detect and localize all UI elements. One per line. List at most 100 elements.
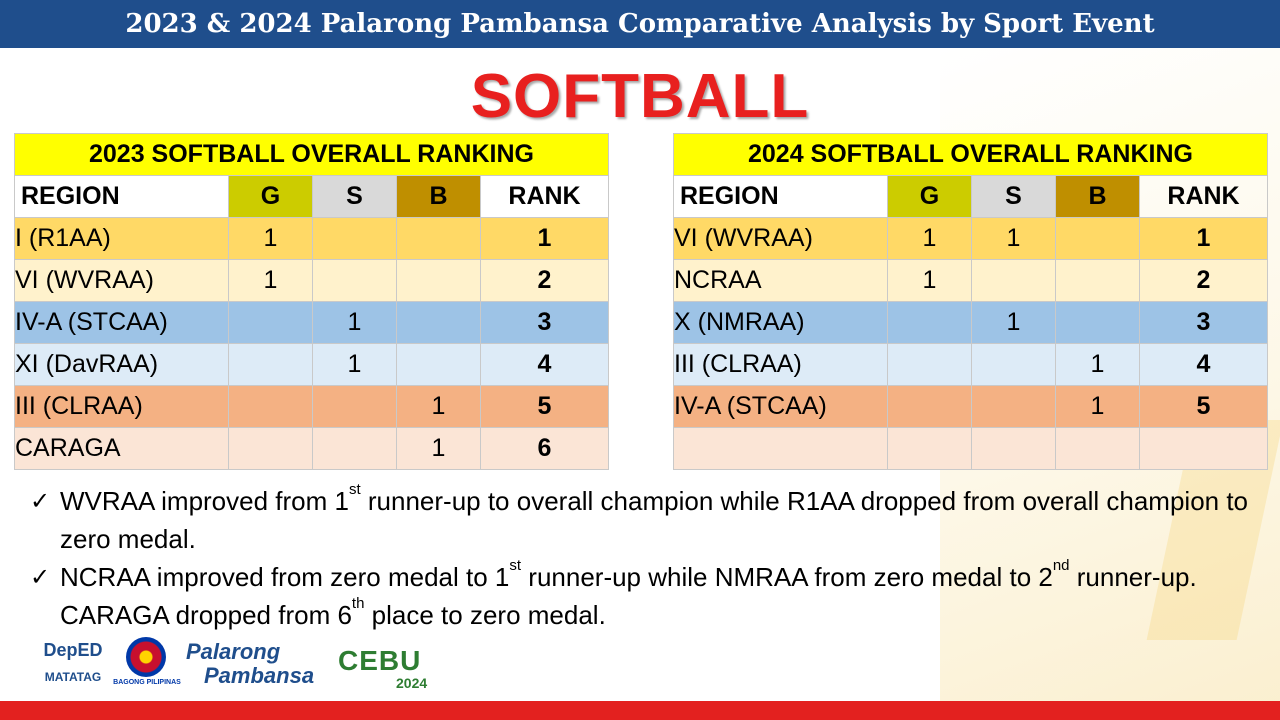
gold-cell — [887, 343, 972, 386]
gold-cell: 1 — [228, 259, 313, 302]
rank-cell: 3 — [480, 301, 609, 344]
region-cell — [673, 427, 888, 470]
silver-cell — [312, 427, 397, 470]
bagong-pilipinas-logo: BAGONG PILIPINAS — [112, 635, 182, 693]
note-text: runner-up. CARAGA dropped from 6 — [60, 562, 1197, 630]
region-cell: X (NMRAA) — [673, 301, 888, 344]
column-header-rank: RANK — [1139, 175, 1268, 218]
silver-cell — [312, 385, 397, 428]
silver-cell — [971, 385, 1056, 428]
region-cell: CARAGA — [14, 427, 229, 470]
region-cell: III (CLRAA) — [14, 385, 229, 428]
gold-cell: 1 — [228, 217, 313, 260]
note-item: ✓ WVRAA improved from 1st runner-up to o… — [30, 481, 1260, 558]
silver-cell: 1 — [312, 301, 397, 344]
gold-cell — [228, 301, 313, 344]
region-cell: III (CLRAA) — [673, 343, 888, 386]
silver-cell — [971, 427, 1056, 470]
ordinal-suffix: st — [348, 481, 361, 498]
rank-cell: 6 — [480, 427, 609, 470]
palaro-cebu-logo: CEBU 2024 — [338, 645, 428, 691]
analysis-notes: ✓ WVRAA improved from 1st runner-up to o… — [30, 481, 1260, 634]
column-header-region: REGION — [14, 175, 229, 218]
silver-cell: 1 — [971, 217, 1056, 260]
region-cell: VI (WVRAA) — [673, 217, 888, 260]
region-cell: VI (WVRAA) — [14, 259, 229, 302]
region-cell: IV-A (STCAA) — [673, 385, 888, 428]
silver-cell — [971, 343, 1056, 386]
gold-cell — [887, 427, 972, 470]
table-row: CARAGA 1 6 — [14, 427, 609, 470]
gold-cell — [887, 385, 972, 428]
bronze-cell — [396, 301, 481, 344]
note-text: WVRAA improved from 1 — [60, 486, 349, 516]
column-header-silver: S — [312, 175, 397, 218]
rank-cell: 4 — [1139, 343, 1268, 386]
table-row: VI (WVRAA) 1 2 — [14, 259, 609, 302]
region-cell: I (R1AA) — [14, 217, 229, 260]
rank-cell: 1 — [1139, 217, 1268, 260]
note-text: place to zero medal. — [364, 600, 606, 630]
region-cell: XI (DavRAA) — [14, 343, 229, 386]
bronze-cell — [396, 259, 481, 302]
rank-cell: 5 — [480, 385, 609, 428]
column-header-region: REGION — [673, 175, 888, 218]
gold-cell — [228, 385, 313, 428]
ranking-table-2023: 2023 SOFTBALL OVERALL RANKING REGION G S… — [14, 133, 609, 470]
bronze-cell — [1055, 217, 1140, 260]
bronze-cell — [1055, 259, 1140, 302]
bronze-cell — [396, 217, 481, 260]
column-header-bronze: B — [396, 175, 481, 218]
table-row: XI (DavRAA) 1 4 — [14, 343, 609, 386]
deped-logo: DepED MATATAG — [43, 640, 103, 684]
sport-title: SOFTBALL — [470, 62, 810, 131]
rank-cell: 5 — [1139, 385, 1268, 428]
bronze-cell: 1 — [396, 385, 481, 428]
ordinal-suffix: th — [351, 595, 365, 612]
table-row: NCRAA 1 2 — [673, 259, 1268, 302]
footer-bar — [0, 701, 1280, 720]
ordinal-suffix: nd — [1052, 557, 1070, 574]
column-header-gold: G — [887, 175, 972, 218]
column-header-rank: RANK — [480, 175, 609, 218]
check-icon: ✓ — [30, 563, 51, 591]
rank-cell: 2 — [480, 259, 609, 302]
bronze-cell: 1 — [1055, 343, 1140, 386]
note-text: runner-up while NMRAA from zero medal to… — [521, 562, 1053, 592]
gold-cell — [228, 343, 313, 386]
ranking-table-2024: 2024 SOFTBALL OVERALL RANKING REGION G S… — [673, 133, 1268, 470]
silver-cell — [312, 217, 397, 260]
rank-cell: 2 — [1139, 259, 1268, 302]
rank-cell: 3 — [1139, 301, 1268, 344]
ordinal-suffix: st — [509, 557, 522, 574]
silver-cell — [971, 259, 1056, 302]
table-row: III (CLRAA) 1 5 — [14, 385, 609, 428]
seal-icon — [126, 637, 166, 677]
table-row: VI (WVRAA) 1 1 1 — [673, 217, 1268, 260]
table-row: I (R1AA) 1 1 — [14, 217, 609, 260]
gold-cell — [228, 427, 313, 470]
table-row: III (CLRAA) 1 4 — [673, 343, 1268, 386]
table-row: IV-A (STCAA) 1 5 — [673, 385, 1268, 428]
table-row — [673, 427, 1268, 470]
header-title: 2023 & 2024 Palarong Pambansa Comparativ… — [125, 9, 1155, 39]
header-bar: 2023 & 2024 Palarong Pambansa Comparativ… — [0, 0, 1280, 48]
bronze-cell — [1055, 301, 1140, 344]
gold-cell: 1 — [887, 259, 972, 302]
bronze-cell — [1055, 427, 1140, 470]
column-header-silver: S — [971, 175, 1056, 218]
bronze-cell: 1 — [396, 427, 481, 470]
bronze-cell — [396, 343, 481, 386]
rank-cell: 4 — [480, 343, 609, 386]
note-item: ✓ NCRAA improved from zero medal to 1st … — [30, 557, 1260, 634]
check-icon: ✓ — [30, 487, 51, 515]
rank-cell: 1 — [480, 217, 609, 260]
silver-cell: 1 — [971, 301, 1056, 344]
region-cell: IV-A (STCAA) — [14, 301, 229, 344]
palarong-pambansa-logo: Palarong Pambansa — [186, 639, 315, 688]
rank-cell — [1139, 427, 1268, 470]
table-caption-2024: 2024 SOFTBALL OVERALL RANKING — [673, 133, 1268, 176]
table-row: X (NMRAA) 1 3 — [673, 301, 1268, 344]
note-text: runner-up to overall champion while R1AA… — [60, 486, 1249, 554]
note-text: NCRAA improved from zero medal to 1 — [60, 562, 510, 592]
